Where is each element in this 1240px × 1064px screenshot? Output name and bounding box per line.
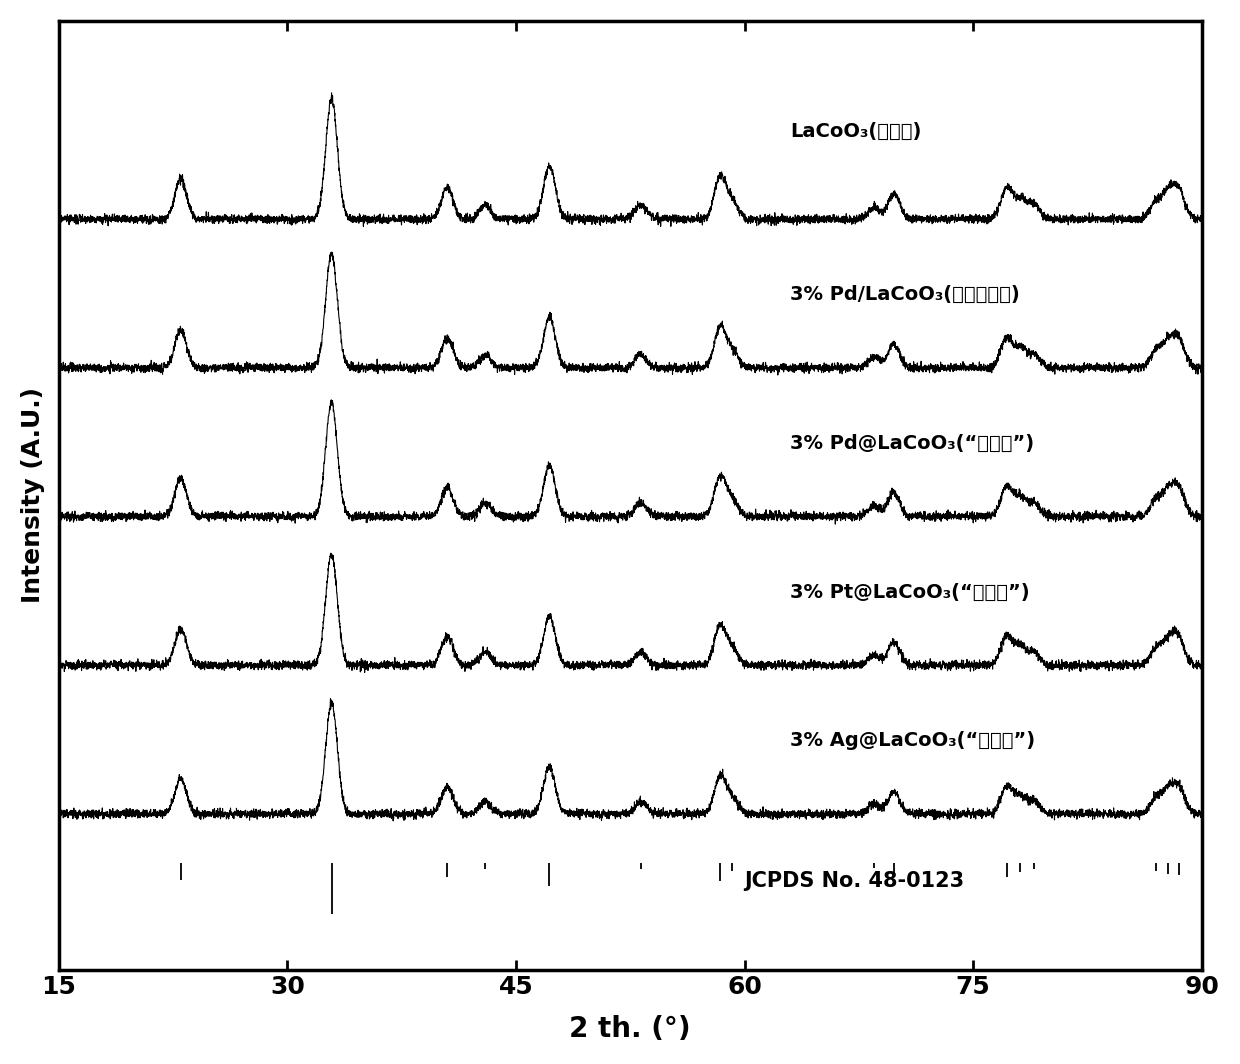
Text: 3% Pd@LaCoO₃(“一锅法”): 3% Pd@LaCoO₃(“一锅法”) — [790, 434, 1034, 453]
Y-axis label: Intensity (A.U.): Intensity (A.U.) — [21, 387, 45, 603]
Text: 3% Pt@LaCoO₃(“一锅法”): 3% Pt@LaCoO₃(“一锅法”) — [790, 582, 1030, 601]
Text: 3% Pd/LaCoO₃(普通负载法): 3% Pd/LaCoO₃(普通负载法) — [790, 285, 1021, 304]
Text: LaCoO₃(未负载): LaCoO₃(未负载) — [790, 122, 921, 142]
X-axis label: 2 th. (°): 2 th. (°) — [569, 1015, 691, 1043]
Text: JCPDS No. 48-0123: JCPDS No. 48-0123 — [744, 870, 965, 891]
Text: 3% Ag@LaCoO₃(“一锅法”): 3% Ag@LaCoO₃(“一锅法”) — [790, 731, 1035, 750]
